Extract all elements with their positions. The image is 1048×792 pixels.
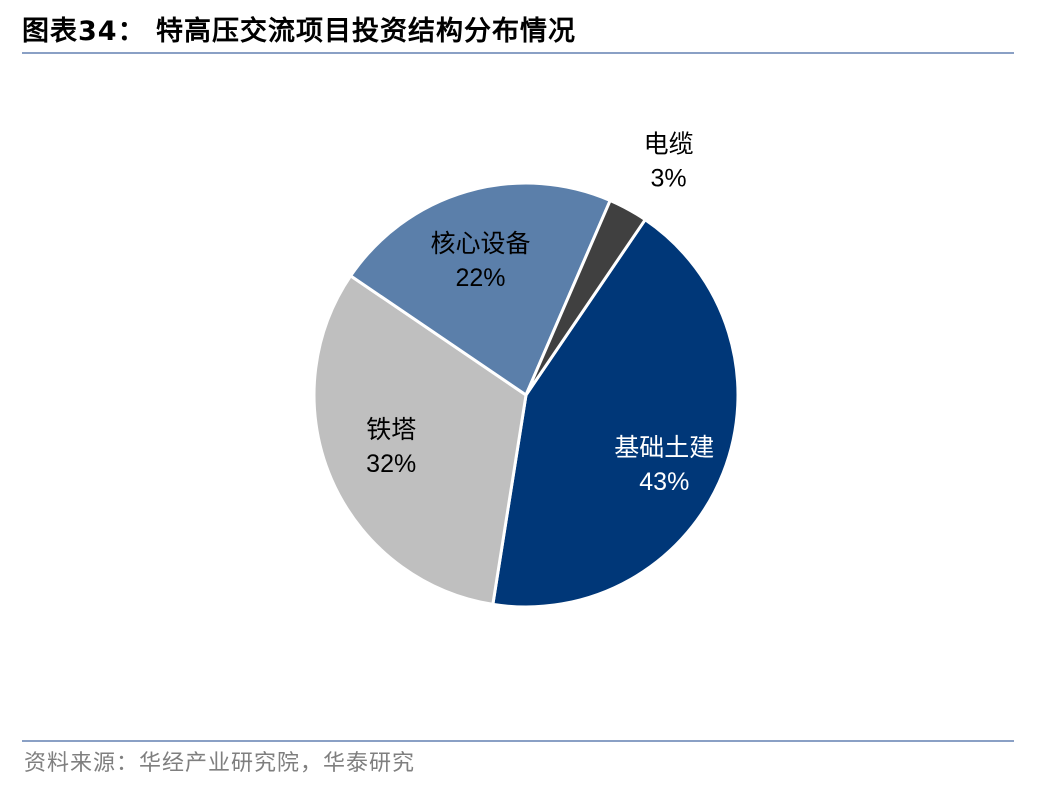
slice-value-label: 22% <box>455 264 505 292</box>
slice-category-label: 铁塔 <box>366 415 416 444</box>
pie-slice <box>312 273 528 607</box>
pie-slice <box>348 181 613 398</box>
pie-slices <box>312 181 740 609</box>
pie-chart-container: 基础土建 43% 铁塔 32% 核心设备 22% 电缆 3% <box>0 60 1048 740</box>
slice-value-label: 3% <box>651 164 687 192</box>
footer-divider <box>22 740 1014 742</box>
source-note: 资料来源：华经产业研究院，华泰研究 <box>24 751 416 776</box>
pie-chart: 基础土建 43% 铁塔 32% 核心设备 22% 电缆 3% <box>312 129 740 609</box>
title-bar: 图表34： 特高压交流项目投资结构分布情况 <box>22 14 1014 54</box>
slice-value-label: 43% <box>639 468 689 496</box>
slice-value-label: 32% <box>366 450 416 478</box>
slice-category-label: 基础土建 <box>614 433 714 462</box>
pie-slice <box>524 198 648 396</box>
pie-labels: 基础土建 43% 铁塔 32% 核心设备 22% 电缆 3% <box>366 129 714 495</box>
slice-category-label: 电缆 <box>644 129 694 158</box>
slice-category-label: 核心设备 <box>430 229 530 258</box>
pie-slice <box>491 217 740 609</box>
page-title: 图表34： 特高压交流项目投资结构分布情况 <box>22 16 576 47</box>
title-divider <box>22 52 1014 54</box>
